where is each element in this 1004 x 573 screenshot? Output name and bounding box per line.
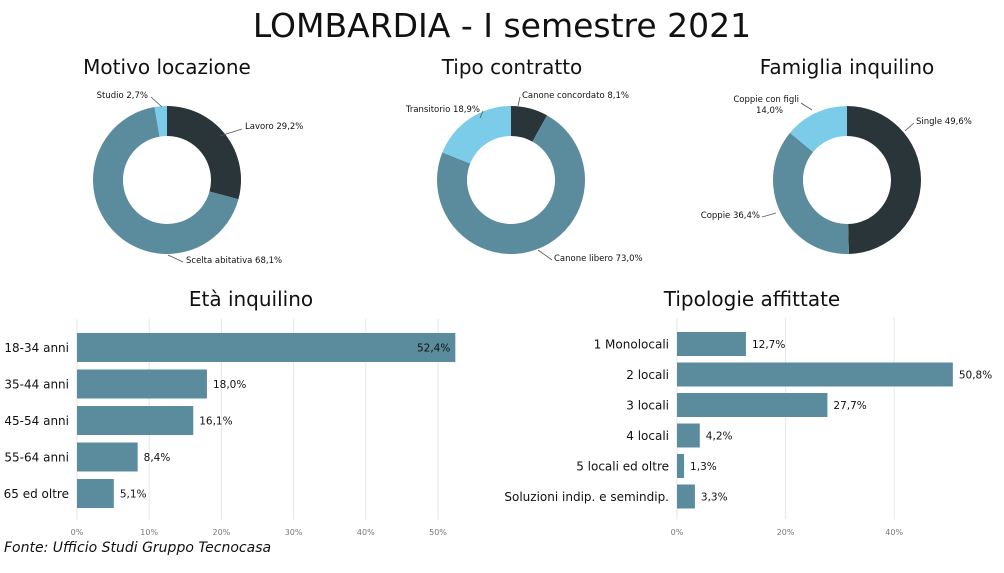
category-label: 18-34 anni bbox=[4, 341, 69, 355]
bar1-title: Età inquilino bbox=[188, 287, 314, 311]
tick-label: 50% bbox=[429, 528, 447, 537]
slice-label: Studio 2,7% bbox=[97, 91, 148, 101]
tick-label: 20% bbox=[777, 528, 795, 537]
bar bbox=[677, 423, 700, 448]
bar bbox=[677, 484, 695, 509]
donut-slice bbox=[154, 106, 167, 137]
tick-label: 40% bbox=[885, 528, 903, 537]
slice-label: Scelta abitativa 68,1% bbox=[186, 256, 282, 266]
data-label: 8,4% bbox=[144, 452, 171, 464]
category-label: Soluzioni indip. e semindip. bbox=[504, 490, 669, 504]
bar bbox=[677, 332, 746, 356]
bar bbox=[77, 333, 456, 362]
category-label: 35-44 anni bbox=[4, 378, 69, 392]
category-label: 3 locali bbox=[626, 399, 669, 413]
category-label: 1 Monolocali bbox=[594, 338, 669, 352]
donut-chart-3: Single 49,6% Coppie 36,4% Coppie con figli… bbox=[701, 95, 972, 254]
slice-label: Coppie con figli 14,0% bbox=[733, 95, 799, 116]
data-label: 18,0% bbox=[213, 379, 246, 391]
bar bbox=[77, 442, 138, 472]
donut-slice bbox=[772, 132, 849, 254]
slice-label-name: Coppie con figli bbox=[733, 95, 799, 105]
main-title: LOMBARDIA - I semestre 2021 bbox=[252, 6, 752, 45]
bar bbox=[677, 454, 685, 478]
donut-slice bbox=[789, 106, 847, 152]
bar2-title: Tipologie affittate bbox=[663, 287, 841, 311]
donut-slice bbox=[93, 107, 239, 254]
tick-label: 0% bbox=[671, 528, 684, 537]
data-label: 12,7% bbox=[752, 339, 785, 351]
donut2-title: Tipo contratto bbox=[441, 55, 583, 79]
donut3-title: Famiglia inquilino bbox=[759, 55, 935, 79]
bar bbox=[77, 479, 114, 508]
leader-line bbox=[479, 110, 484, 119]
data-label: 50,8% bbox=[959, 370, 992, 382]
donut-slice bbox=[511, 106, 548, 142]
tick-label: 40% bbox=[357, 528, 375, 537]
donut-slice bbox=[847, 106, 921, 254]
bar-chart-1: 0% 10% 20% 30% 40% 50% 18-34 anni 52,4% 35-44 an… bbox=[4, 319, 456, 537]
bar bbox=[77, 406, 194, 435]
data-label: 1,3% bbox=[690, 461, 717, 473]
leader-line bbox=[761, 212, 777, 218]
bar bbox=[677, 362, 953, 387]
slice-label: Canone concordato 8,1% bbox=[522, 91, 629, 101]
leader-line bbox=[517, 96, 521, 107]
slice-label: Canone libero 73,0% bbox=[554, 254, 643, 264]
category-label: 2 locali bbox=[626, 368, 669, 382]
leader-line bbox=[800, 102, 813, 111]
tick-label: 0% bbox=[71, 528, 84, 537]
category-label: 65 ed oltre bbox=[4, 487, 69, 501]
leader-line bbox=[167, 254, 184, 263]
donut-slice bbox=[167, 106, 242, 200]
source-note: Fonte: Ufficio Studi Gruppo Tecnocasa bbox=[4, 540, 272, 556]
data-label: 4,2% bbox=[706, 431, 733, 443]
donut-slice bbox=[442, 106, 511, 164]
tick-label: 10% bbox=[140, 528, 158, 537]
slice-label: Coppie 36,4% bbox=[701, 211, 760, 221]
category-label: 45-54 anni bbox=[4, 414, 69, 428]
leader-line bbox=[537, 249, 553, 261]
leader-line bbox=[150, 96, 163, 108]
slice-label: Transitorio 18,9% bbox=[405, 105, 480, 115]
leader-line bbox=[219, 128, 243, 137]
tick-label: 20% bbox=[213, 528, 231, 537]
category-label: 4 locali bbox=[626, 429, 669, 443]
slice-label-value: 14,0% bbox=[756, 106, 783, 116]
donut1-title: Motivo locazione bbox=[83, 55, 251, 79]
leader-line bbox=[904, 122, 915, 132]
tick-label: 30% bbox=[285, 528, 303, 537]
slice-label: Lavoro 29,2% bbox=[245, 122, 303, 132]
data-label: 52,4% bbox=[417, 343, 450, 355]
bar bbox=[77, 369, 207, 399]
bar-chart-2: 0% 20% 40% 1 Monolocali 12,7% 2 locali 50,8% 3 … bbox=[504, 318, 992, 537]
data-label: 27,7% bbox=[833, 400, 866, 412]
data-label: 16,1% bbox=[199, 416, 232, 428]
donut-chart-1: Lavoro 29,2% Scelta abitativa 68,1% Studio… bbox=[93, 91, 303, 266]
donut-chart-2: Canone concordato 8,1% Canone libero 73,0… bbox=[405, 91, 643, 264]
slice-label: Single 49,6% bbox=[916, 117, 972, 127]
data-label: 5,1% bbox=[120, 489, 147, 501]
bar bbox=[677, 393, 828, 417]
donut-slice bbox=[437, 115, 585, 255]
data-label: 3,3% bbox=[701, 492, 728, 504]
category-label: 55-64 anni bbox=[4, 451, 69, 465]
category-label: 5 locali ed oltre bbox=[576, 460, 669, 474]
